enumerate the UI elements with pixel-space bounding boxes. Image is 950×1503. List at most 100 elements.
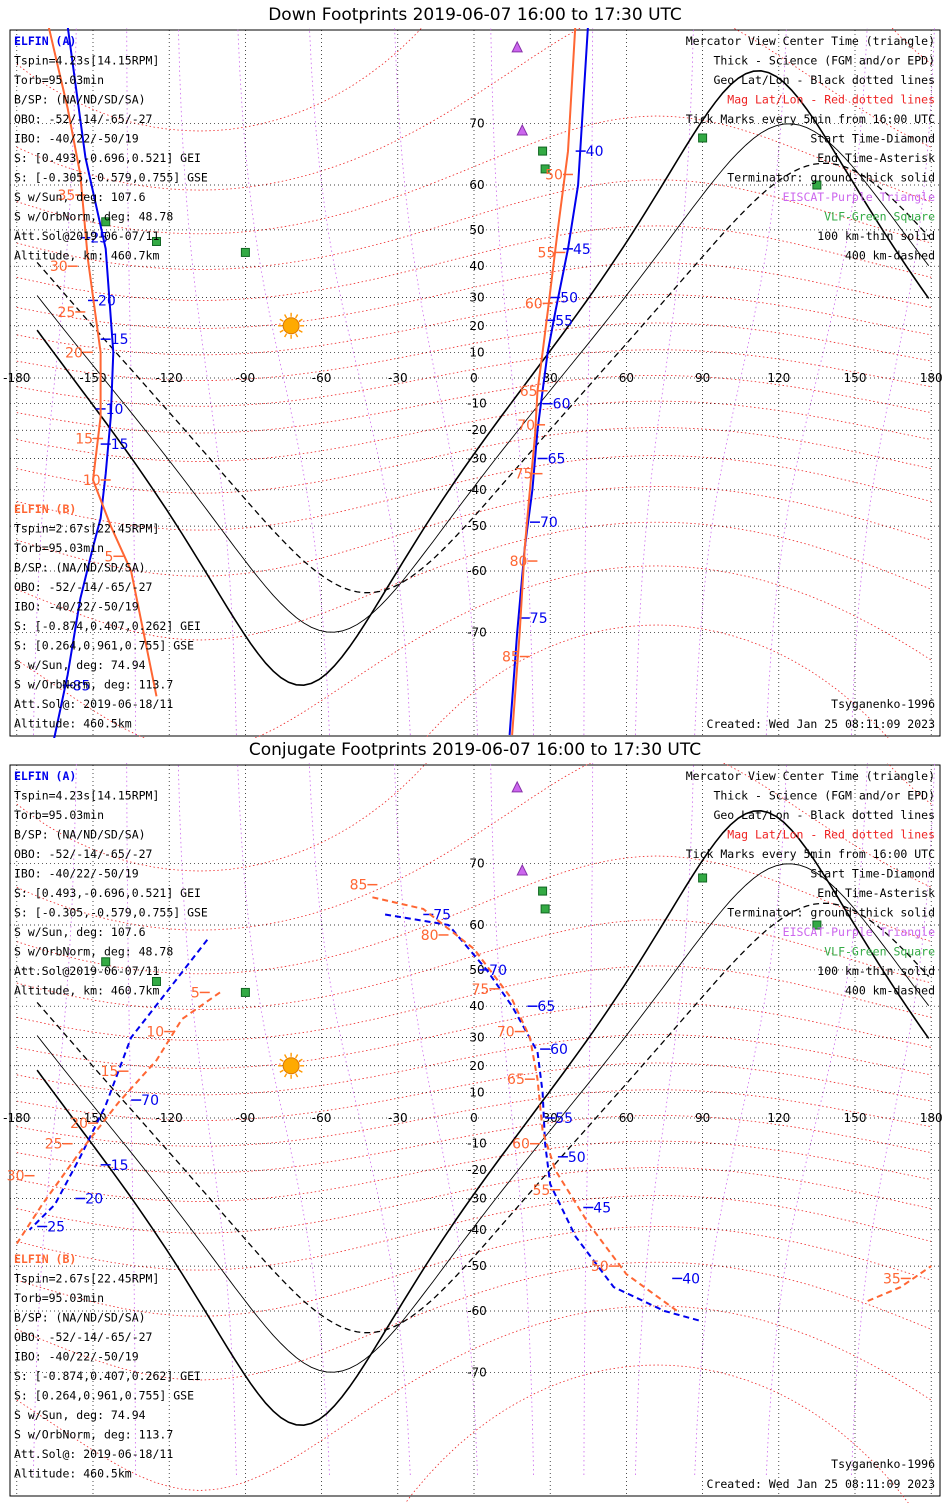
- y-tick-label: 60: [469, 178, 484, 192]
- mag-lat-line: [16, 374, 932, 434]
- x-tick-label: -150: [79, 371, 106, 385]
- sun-ray: [298, 318, 303, 322]
- info-b-line: OBO: -52/-14/-65/-27: [14, 1330, 153, 1344]
- eiscat-triangle: [511, 780, 523, 793]
- info-b-line: S: [0.264,0.961,0.755] GSE: [14, 1389, 194, 1403]
- info-a-line: Altitude, km: 460.7km: [14, 249, 159, 263]
- mag-lat-line: [16, 855, 932, 975]
- time-tick-label: 60: [550, 1042, 568, 1058]
- time-tick-label: 85: [502, 650, 520, 666]
- footprint-track-a: [28, 939, 209, 1231]
- info-a-line: S w/OrbNorm, deg: 48.78: [14, 210, 173, 224]
- time-tick-label: 85: [73, 678, 91, 694]
- x-tick-label: 150: [844, 371, 867, 385]
- terminator-100km: [36, 863, 930, 1373]
- info-a-line: S: [-0.305,-0.579,0.755] GSE: [14, 906, 208, 920]
- info-a-line: B/SP: (NA/ND/SD/SA): [14, 828, 146, 842]
- x-tick-label: 180: [920, 371, 943, 385]
- vlf-station-marker: [240, 247, 250, 257]
- info-a-line: S w/OrbNorm, deg: 48.78: [14, 945, 173, 959]
- legend-line: 400 km-dashed: [845, 984, 935, 998]
- legend-line: Start Time-Diamond: [810, 867, 935, 881]
- time-tick-label: 30: [7, 1169, 25, 1185]
- sun-ray: [279, 1069, 284, 1073]
- info-b-line: Tspin=2.67s[22.45RPM]: [14, 522, 159, 536]
- y-tick-label: -30: [467, 451, 487, 465]
- footprint-track-b: [47, 28, 158, 697]
- y-tick-label: -60: [467, 564, 487, 578]
- footprint-track-b: [511, 28, 577, 736]
- info-b-line: B/SP: (NA/ND/SD/SA): [14, 561, 146, 575]
- info-b-line: S w/Sun, deg: 74.94: [14, 1408, 146, 1422]
- info-a-line: S: [0.493,-0.696,0.521] GEI: [14, 151, 201, 165]
- y-tick-label: -50: [467, 519, 487, 533]
- time-tick-label: 50: [545, 167, 563, 183]
- time-tick-label: 65: [507, 1072, 525, 1088]
- mag-lon-line: [237, 763, 330, 1476]
- mag-lat-line: [16, 965, 932, 1041]
- time-tick-label: 40: [682, 1271, 700, 1287]
- info-b-line: ELFIN (B): [14, 502, 76, 516]
- mag-lon-line: [583, 763, 594, 1476]
- mag-lat-line: [16, 294, 932, 356]
- x-tick-label: 60: [619, 1111, 634, 1125]
- x-tick-label: -30: [388, 371, 408, 385]
- info-b-line: S w/OrbNorm, deg: 113.7: [14, 1428, 173, 1442]
- terminator-400km: [36, 162, 930, 594]
- info-a-line: OBO: -52/-14/-65/-27: [14, 847, 153, 861]
- time-tick-label: 75: [471, 982, 489, 998]
- y-tick-label: -20: [467, 1163, 487, 1177]
- legend-line: 100 km-thin solid: [817, 964, 935, 978]
- info-a-line: Torb=95.03min: [14, 808, 104, 822]
- x-tick-label: 0: [470, 1111, 478, 1125]
- time-tick-label: 30: [85, 28, 103, 30]
- sun-ray: [295, 314, 299, 319]
- info-b-line: Att.Sol@: 2019-06-18/11: [14, 697, 173, 711]
- time-tick-label: 70: [517, 418, 535, 434]
- time-tick-label: 70: [489, 963, 507, 979]
- mag-lat-line: [16, 763, 932, 931]
- legend-line: Mercator View Center Time (triangle): [686, 769, 935, 783]
- y-tick-label: -70: [467, 625, 487, 639]
- y-tick-label: 10: [469, 1085, 484, 1099]
- vlf-station-marker: [240, 987, 250, 997]
- x-tick-label: -180: [3, 1111, 30, 1125]
- x-tick-label: 0: [470, 371, 478, 385]
- vlf-station-marker: [152, 236, 161, 246]
- x-tick-label: -90: [236, 1111, 256, 1125]
- legend-line: VLF-Green Square: [824, 945, 935, 959]
- legend-line: End Time-Asterisk: [817, 151, 935, 165]
- time-tick-label: 20: [98, 293, 116, 309]
- time-tick-label: 30: [50, 259, 68, 275]
- time-tick-label: 60: [525, 296, 543, 312]
- time-tick-label: 55: [555, 1111, 573, 1127]
- y-tick-label: 70: [469, 857, 484, 871]
- x-tick-label: 120: [767, 1111, 790, 1125]
- mag-lon-line: [583, 28, 594, 736]
- time-tick-label: 25: [90, 231, 108, 247]
- info-b-line: Altitude: 460.5km: [14, 1467, 132, 1481]
- y-tick-label: -30: [467, 1191, 487, 1205]
- time-tick-label: 15: [75, 431, 93, 447]
- time-tick-label: 25: [57, 305, 75, 321]
- x-tick-label: 150: [844, 1111, 867, 1125]
- panel-title-down: Down Footprints 2019-06-07 16:00 to 17:3…: [268, 5, 682, 25]
- legend-line: Tick Marks every 5min from 16:00 UTC: [686, 847, 935, 861]
- legend-line: Tick Marks every 5min from 16:00 UTC: [686, 112, 935, 126]
- x-tick-label: 90: [695, 1111, 710, 1125]
- time-tick-label: 75: [530, 611, 548, 627]
- legend-line: Geo Lat/Lon - Black dotted lines: [713, 73, 935, 87]
- mag-lat-line: [16, 1062, 932, 1122]
- y-tick-label: -10: [467, 1137, 487, 1151]
- vlf-station-marker: [812, 920, 822, 930]
- vlf-station-marker: [812, 180, 822, 190]
- legend-line: Mag Lat/Lon - Red dotted lines: [727, 828, 935, 842]
- time-tick-label: 25: [47, 1219, 65, 1235]
- time-tick-label: 35: [57, 188, 75, 204]
- info-a-line: Altitude, km: 460.7km: [14, 984, 159, 998]
- mag-lon-line: [126, 28, 136, 736]
- sun-ray: [298, 1058, 303, 1062]
- time-tick-label: 45: [573, 242, 591, 258]
- sun-ray: [298, 329, 303, 333]
- sun-ray: [295, 333, 299, 338]
